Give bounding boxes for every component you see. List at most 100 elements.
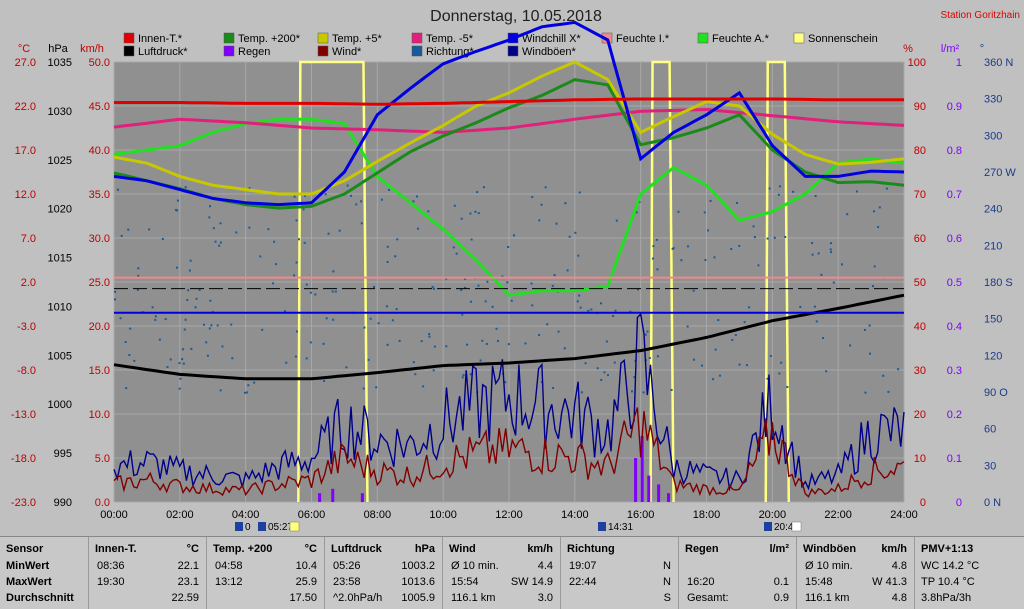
direction-point	[114, 290, 117, 293]
direction-point	[466, 343, 469, 346]
table-cell-time: 116.1 km	[805, 592, 850, 604]
direction-point	[297, 238, 300, 241]
direction-point	[350, 194, 353, 197]
rain-bar	[667, 493, 670, 502]
direction-point	[485, 342, 488, 345]
direction-point	[540, 203, 543, 206]
direction-point	[119, 317, 122, 320]
direction-point	[372, 285, 375, 288]
direction-point	[188, 269, 191, 272]
table-header: Luftdruck	[331, 543, 382, 555]
direction-point	[817, 252, 820, 255]
table-cell-time: 08:36	[97, 560, 125, 572]
direction-point	[603, 371, 606, 374]
direction-point	[546, 323, 549, 326]
direction-point	[687, 245, 690, 248]
direction-point	[680, 259, 683, 262]
table-cell-value: 25.9	[295, 576, 317, 588]
table-cell-value: 4.8	[891, 560, 907, 572]
table-header: Windböen	[803, 543, 857, 555]
direction-point	[273, 240, 276, 243]
unit-kmh: km/h	[80, 43, 104, 55]
sunset-sun-icon	[791, 521, 802, 532]
direction-point	[295, 219, 298, 222]
direction-point	[428, 333, 431, 336]
chart-title: Donnerstag, 10.05.2018	[430, 8, 602, 25]
direction-point	[433, 345, 436, 348]
direction-point	[612, 314, 615, 317]
direction-point	[692, 289, 695, 292]
direction-point	[644, 333, 647, 336]
direction-point	[887, 390, 890, 393]
tick-label-rain: 1	[956, 57, 962, 69]
direction-point	[777, 193, 780, 196]
direction-point	[677, 210, 680, 213]
table-unit: km/h	[527, 543, 553, 555]
table-cell-time: Ø 10 min.	[805, 560, 853, 572]
direction-point	[882, 374, 885, 377]
direction-point	[164, 318, 167, 321]
direction-point	[686, 325, 689, 328]
direction-point	[154, 315, 157, 318]
tick-label-kmh: 15.0	[89, 365, 110, 377]
tick-label-celsius: -13.0	[11, 409, 36, 421]
direction-point	[504, 381, 507, 384]
direction-point	[510, 299, 513, 302]
direction-point	[396, 238, 399, 241]
direction-point	[267, 228, 270, 231]
direction-point	[360, 222, 363, 225]
direction-point	[166, 366, 169, 369]
direction-point	[530, 282, 533, 285]
table-cell-value: 3.0	[537, 592, 553, 604]
direction-point	[218, 244, 221, 247]
tick-label-degree: 150	[984, 314, 1002, 326]
direction-point	[496, 339, 499, 342]
direction-point	[230, 323, 233, 326]
table-cell-time: 16:20	[687, 576, 715, 588]
legend-swatch	[123, 32, 135, 44]
direction-point	[778, 372, 781, 375]
direction-point	[283, 310, 286, 313]
direction-point	[670, 388, 673, 391]
tick-label-rain: 0.8	[947, 145, 962, 157]
direction-point	[375, 386, 378, 389]
direction-point	[128, 354, 131, 357]
direction-point	[460, 288, 463, 291]
direction-point	[183, 328, 186, 331]
direction-point	[477, 284, 480, 287]
direction-point	[247, 384, 250, 387]
direction-point	[127, 228, 130, 231]
legend-label: Sonnenschein	[808, 33, 878, 45]
direction-point	[479, 359, 482, 362]
tick-label-kmh: 45.0	[89, 101, 110, 113]
direction-point	[295, 261, 298, 264]
direction-point	[564, 202, 567, 205]
direction-point	[416, 195, 419, 198]
tick-label-rain: 0.4	[947, 321, 962, 333]
tick-label-kmh: 30.0	[89, 233, 110, 245]
direction-point	[428, 335, 431, 338]
direction-point	[512, 234, 515, 237]
direction-point	[872, 285, 875, 288]
direction-point	[753, 236, 756, 239]
direction-point	[259, 255, 262, 258]
direction-point	[766, 377, 769, 380]
unit-percent: %	[903, 43, 913, 55]
legend: Innen-T.* Temp. +200* Temp. +5* Temp. -5* Wi…	[123, 32, 878, 58]
direction-point	[638, 201, 641, 204]
tick-label-degree: 210	[984, 240, 1002, 252]
direction-point	[178, 362, 181, 365]
direction-point	[864, 391, 867, 394]
table-cell: Durchschnitt	[6, 592, 74, 604]
tick-label-time: 24:00	[890, 509, 918, 521]
direction-point	[244, 391, 247, 394]
direction-point	[455, 252, 458, 255]
direction-point	[495, 327, 498, 330]
tick-label-time: 20:00	[759, 509, 787, 521]
table-cell-value: S	[663, 592, 671, 604]
table-header: Regen	[685, 543, 719, 555]
tick-label-hpa: 1025	[48, 155, 72, 167]
direction-point	[303, 194, 306, 197]
table-block: Sensor MinWert MaxWert Durchschnitt	[0, 537, 88, 609]
tick-label-celsius: 7.0	[21, 233, 36, 245]
